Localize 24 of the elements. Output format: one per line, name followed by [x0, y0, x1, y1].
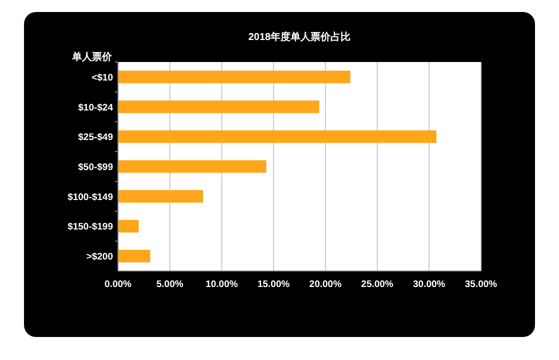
y-tick-label: >$200 — [86, 252, 113, 263]
x-tick-label: 0.00% — [104, 279, 132, 290]
bar — [118, 160, 266, 173]
y-tick-label: $100-$149 — [68, 192, 113, 203]
y-axis-title: 单人票价 — [71, 51, 113, 63]
y-tick-label: $150-$199 — [68, 222, 113, 233]
bar — [118, 100, 320, 114]
bar — [118, 220, 139, 232]
x-tick-label: 5.00% — [156, 279, 184, 290]
x-tick-label: 10.00% — [206, 279, 238, 290]
y-tick-label: $50-$99 — [78, 162, 113, 173]
x-tick-label: 15.00% — [257, 279, 290, 290]
bar — [118, 190, 204, 203]
bar — [118, 130, 436, 143]
y-tick-label: $25-$49 — [78, 132, 113, 144]
x-tick-label: 30.00% — [413, 279, 446, 290]
y-tick-label: $10-$24 — [78, 102, 114, 114]
x-tick-label: 20.00% — [309, 279, 342, 290]
x-tick-label: 25.00% — [361, 279, 394, 290]
bar — [118, 70, 350, 84]
bar — [118, 250, 150, 262]
chart-title: 2018年度单人票价占比 — [248, 31, 351, 43]
x-tick-label: 35.00% — [464, 279, 498, 290]
y-tick-label: <$10 — [92, 72, 113, 84]
